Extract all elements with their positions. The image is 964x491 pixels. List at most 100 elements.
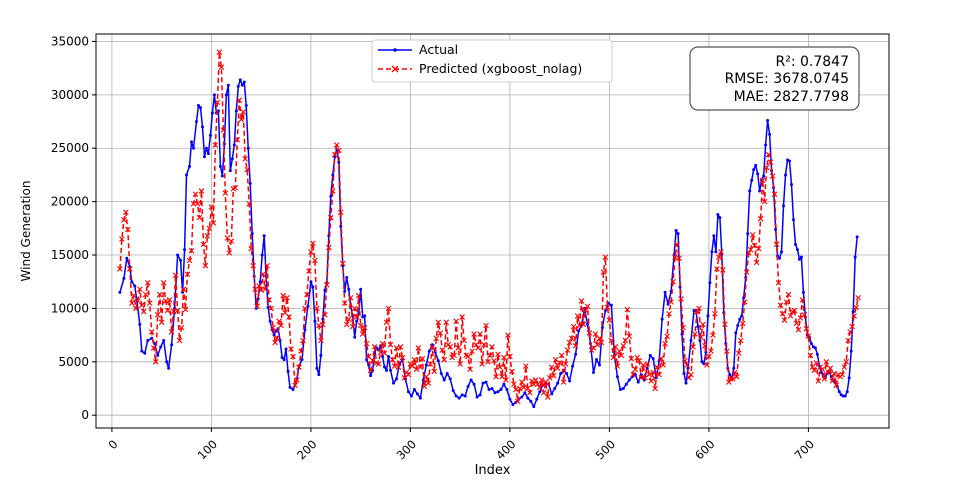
data-point <box>460 393 464 397</box>
data-point <box>784 173 788 177</box>
data-point <box>343 321 350 328</box>
data-point <box>813 360 820 366</box>
data-point <box>485 359 491 365</box>
data-point <box>596 335 603 342</box>
data-point <box>180 286 187 292</box>
data-point <box>284 347 288 351</box>
data-point <box>387 341 394 348</box>
data-point <box>188 247 195 254</box>
data-point <box>809 342 813 346</box>
data-point <box>353 335 357 339</box>
data-point <box>815 378 822 384</box>
data-point <box>797 257 801 261</box>
data-point <box>226 83 230 87</box>
data-point <box>706 314 710 318</box>
data-point <box>769 173 776 179</box>
data-point <box>538 377 545 383</box>
data-point <box>600 269 607 275</box>
data-point <box>242 80 246 84</box>
data-point <box>782 204 786 208</box>
data-point <box>303 328 307 332</box>
data-point <box>708 348 714 354</box>
data-point <box>351 305 358 312</box>
data-point <box>604 304 611 311</box>
data-point <box>636 380 640 384</box>
data-point <box>560 379 567 385</box>
data-point <box>248 245 255 252</box>
data-point <box>196 214 203 221</box>
data-point <box>395 364 402 370</box>
data-point <box>125 226 131 233</box>
data-point <box>228 238 235 244</box>
data-point <box>615 375 619 379</box>
data-point <box>503 377 509 383</box>
data-point <box>781 317 788 323</box>
data-point <box>353 314 360 320</box>
data-point <box>135 298 141 304</box>
data-point <box>603 309 607 313</box>
data-point <box>766 118 770 122</box>
data-point <box>689 338 693 342</box>
data-point <box>200 125 204 129</box>
data-point <box>505 388 509 392</box>
y-tick-label: 0 <box>81 408 89 422</box>
data-point <box>756 172 760 176</box>
data-point <box>799 297 806 303</box>
data-point <box>355 319 359 323</box>
data-point <box>337 209 344 216</box>
data-point <box>732 366 736 370</box>
data-point <box>412 388 416 392</box>
data-point <box>520 395 524 399</box>
data-point <box>568 379 572 383</box>
data-point <box>716 212 720 216</box>
data-point <box>254 303 260 310</box>
data-point <box>484 380 488 384</box>
data-point <box>306 268 312 274</box>
data-point <box>286 369 290 373</box>
data-point <box>467 366 473 373</box>
data-point <box>640 362 647 368</box>
data-point <box>250 232 254 236</box>
data-point <box>258 287 264 294</box>
metric-rmse: RMSE: 3678.0745 <box>725 71 849 87</box>
data-point <box>282 309 288 316</box>
data-point <box>405 371 412 378</box>
data-point <box>614 363 621 369</box>
data-point <box>827 365 834 371</box>
data-point <box>146 338 150 342</box>
data-point <box>324 282 330 288</box>
data-point <box>845 337 851 344</box>
data-point <box>559 372 563 376</box>
data-point <box>712 310 718 317</box>
data-point <box>501 354 507 361</box>
data-point <box>716 254 722 260</box>
data-point <box>391 381 395 385</box>
data-point <box>664 333 670 339</box>
data-point <box>294 377 300 383</box>
data-point <box>489 344 495 350</box>
data-point <box>627 378 631 382</box>
data-point <box>839 371 846 378</box>
data-point <box>200 241 207 248</box>
data-point <box>129 300 135 306</box>
data-point <box>160 279 167 286</box>
data-point <box>226 250 233 256</box>
y-tick-label: 5000 <box>58 355 89 369</box>
data-point <box>532 405 536 409</box>
data-point <box>240 83 244 87</box>
data-point <box>499 388 503 392</box>
data-point <box>331 173 335 177</box>
data-point <box>361 324 368 331</box>
data-point <box>562 361 569 367</box>
data-point <box>845 390 849 394</box>
data-point <box>684 381 688 385</box>
data-point <box>222 190 229 196</box>
data-point <box>453 318 459 325</box>
data-point <box>323 288 327 292</box>
series-actual <box>118 78 859 409</box>
data-point <box>140 308 147 315</box>
data-point <box>638 375 645 381</box>
data-point <box>550 372 557 379</box>
data-point <box>308 249 314 255</box>
data-point <box>586 330 593 336</box>
